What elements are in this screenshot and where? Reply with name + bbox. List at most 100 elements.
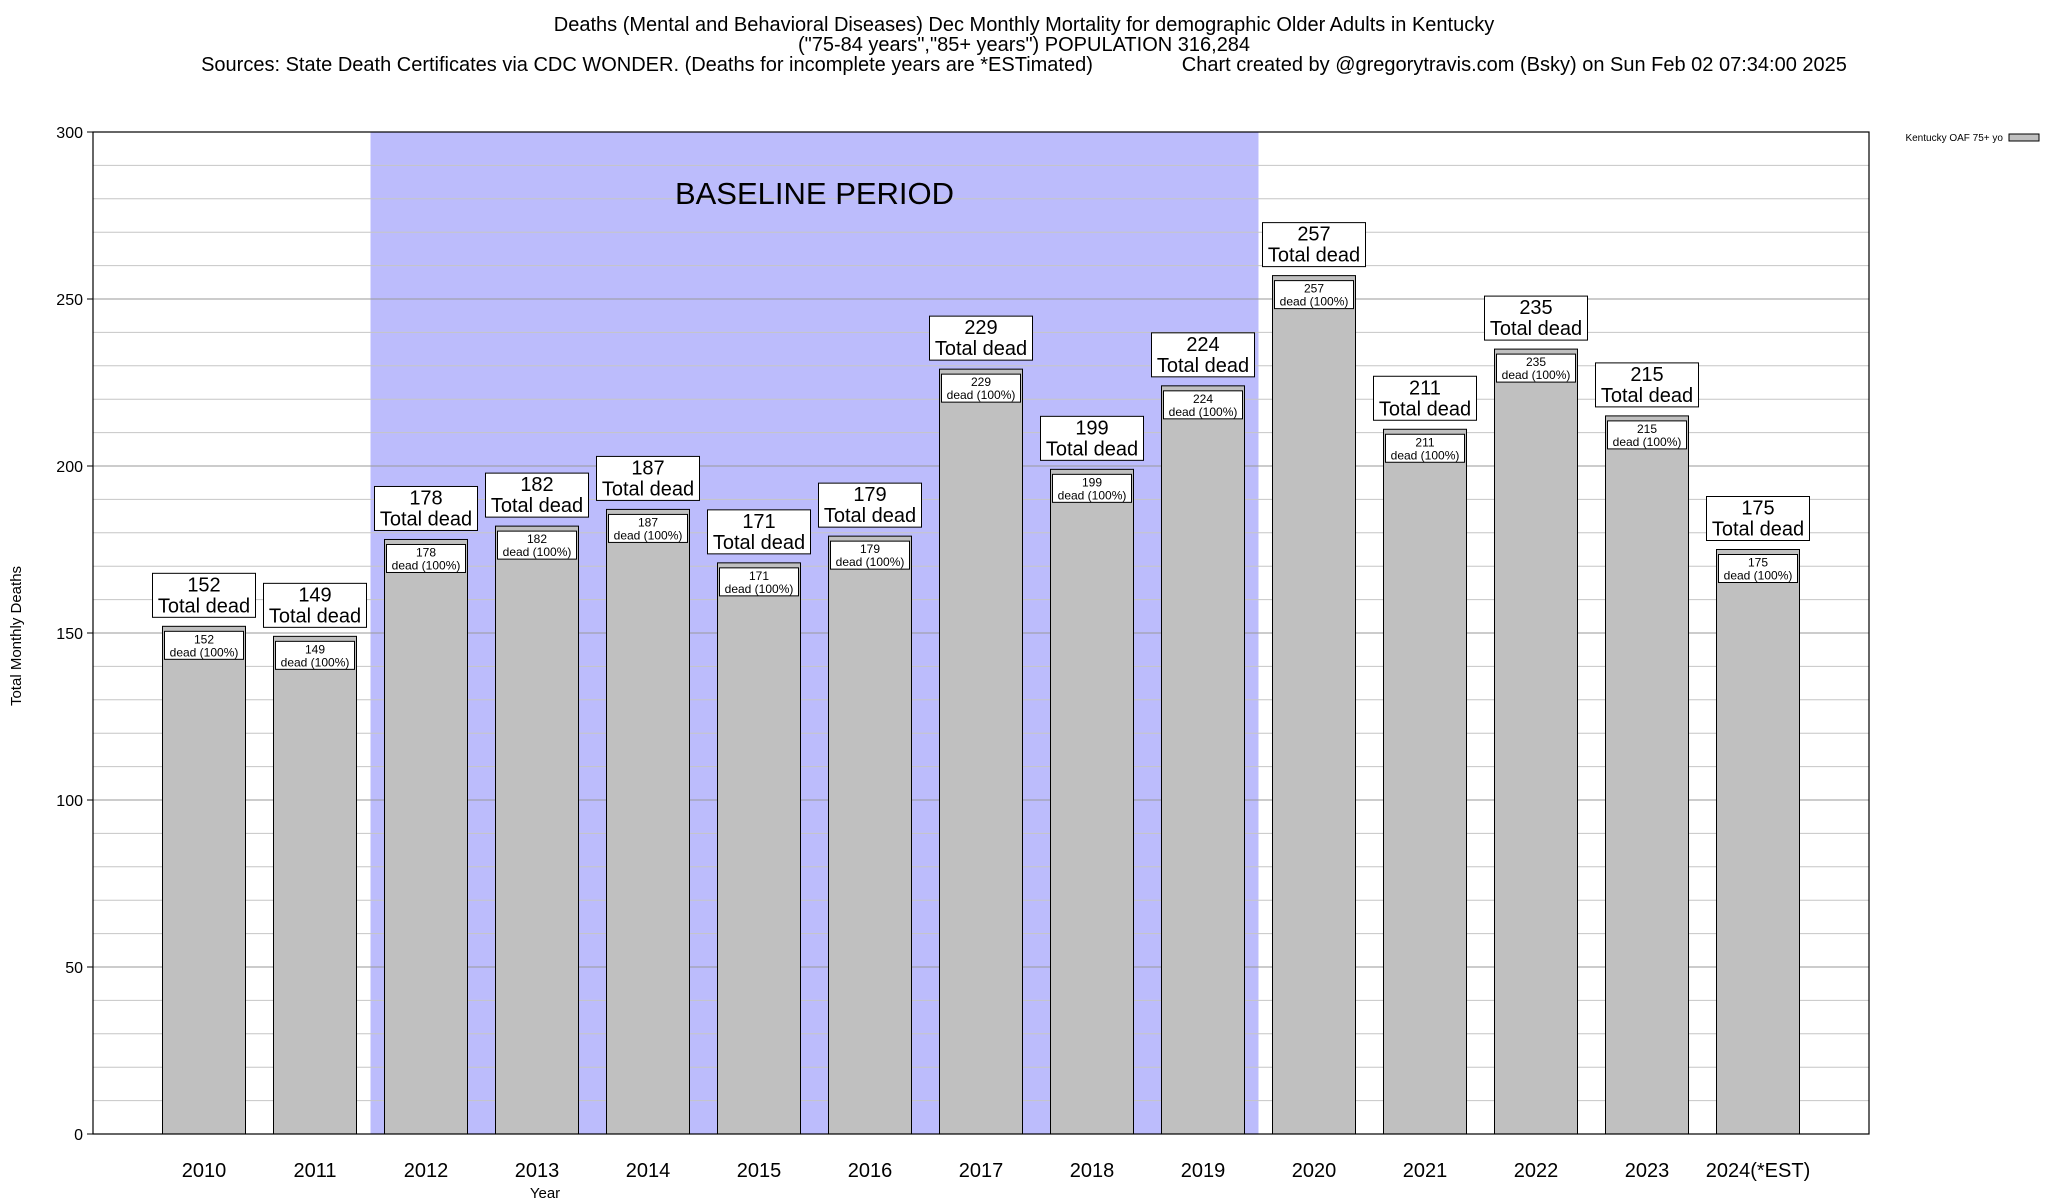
bar-inner-value-label: 187	[638, 515, 658, 529]
bar-inner-pct-label: dead (100%)	[503, 545, 572, 559]
x-tick-label: 2014	[626, 1160, 671, 1182]
bar-inner-value-label: 211	[1415, 435, 1434, 449]
bar-top-label-box	[1484, 295, 1588, 341]
bar-inner-value-label: 215	[1637, 422, 1657, 436]
y-axis-label: Total Monthly Deaths	[8, 566, 25, 706]
bar-top-total-label: Total dead	[1046, 438, 1138, 460]
x-tick-label: 2011	[293, 1160, 336, 1182]
x-tick-label: 2010	[182, 1160, 227, 1182]
bar-top-label-box	[596, 455, 700, 501]
bar-inner-pct-label: dead (100%)	[1391, 448, 1460, 462]
bar-inner-value-label: 182	[527, 532, 547, 546]
bar-top-value-label: 152	[187, 574, 220, 596]
x-tick-label: 2019	[1181, 1160, 1226, 1182]
x-tick-label: 2017	[959, 1160, 1004, 1182]
bar-top-value-label: 235	[1519, 297, 1552, 319]
x-tick-label: 2024(*EST)	[1706, 1160, 1811, 1182]
bar-top-total-label: Total dead	[1379, 398, 1471, 420]
legend-swatch	[2008, 133, 2040, 142]
bar-inner-label-box	[1274, 280, 1354, 310]
x-tick-label: 2021	[1403, 1160, 1448, 1182]
bar	[828, 535, 912, 1135]
bar-inner-pct-label: dead (100%)	[1724, 569, 1793, 583]
bar-top-total-label: Total dead	[491, 495, 583, 517]
bar-inner-value-label: 199	[1082, 475, 1102, 489]
bar-inner-value-label: 179	[860, 542, 880, 556]
bar	[717, 562, 801, 1135]
bar-inner-label-box	[719, 567, 799, 597]
bar-inner-label-box	[608, 513, 688, 543]
bar-inner-pct-label: dead (100%)	[1058, 488, 1127, 502]
bar-inner-pct-label: dead (100%)	[725, 582, 794, 596]
bar-inner-value-label: 229	[971, 375, 991, 389]
bar-inner-label-box	[386, 543, 466, 573]
x-tick-label: 2022	[1514, 1160, 1559, 1182]
bar-inner-pct-label: dead (100%)	[392, 558, 461, 572]
bar-inner-pct-label: dead (100%)	[1613, 435, 1682, 449]
bar-top-value-label: 178	[409, 487, 442, 509]
bar	[1272, 275, 1356, 1135]
bar-top-value-label: 224	[1186, 334, 1219, 356]
bar-top-value-label: 229	[964, 317, 997, 339]
bar-inner-value-label: 149	[305, 642, 325, 656]
bar-inner-pct-label: dead (100%)	[281, 655, 350, 669]
bar-inner-label-box	[1163, 390, 1243, 420]
y-tick-label: 50	[65, 960, 83, 977]
bar-top-value-label: 257	[1297, 224, 1330, 246]
y-tick-label: 150	[56, 626, 83, 643]
bar-top-label-box	[485, 472, 589, 518]
bar-inner-value-label: 257	[1304, 282, 1324, 296]
y-tick-label: 200	[56, 459, 83, 476]
bar-top-value-label: 179	[853, 484, 886, 506]
bar	[606, 508, 690, 1135]
x-tick-label: 2015	[737, 1160, 782, 1182]
bar-top-label-box	[1706, 496, 1810, 541]
bar	[273, 635, 357, 1135]
bar-top-total-label: Total dead	[1490, 318, 1582, 340]
bar-inner-label-box	[1496, 353, 1576, 383]
bar	[1494, 348, 1578, 1135]
bar	[1716, 549, 1800, 1135]
bar-top-label-box	[818, 482, 922, 528]
bar	[1050, 468, 1134, 1135]
bar-top-label-box	[1151, 332, 1255, 378]
bar-inner-label-box	[497, 530, 577, 560]
bar-inner-label-box	[275, 640, 355, 670]
bar-top-total-label: Total dead	[713, 532, 805, 554]
bar-inner-value-label: 224	[1193, 392, 1213, 406]
bar	[162, 625, 246, 1135]
bar-inner-label-box	[1607, 420, 1687, 450]
bar-top-total-label: Total dead	[602, 478, 694, 500]
x-tick-label: 2020	[1292, 1160, 1337, 1182]
bar-top-label-box	[263, 582, 367, 628]
bar-top-total-label: Total dead	[824, 505, 916, 527]
bar-inner-pct-label: dead (100%)	[170, 645, 239, 659]
bar-inner-value-label: 178	[416, 545, 436, 559]
bar-top-total-label: Total dead	[1601, 385, 1693, 407]
bar-inner-pct-label: dead (100%)	[1502, 368, 1571, 382]
bar	[1383, 428, 1467, 1135]
bar-top-total-label: Total dead	[380, 508, 472, 530]
bar-inner-pct-label: dead (100%)	[836, 555, 905, 569]
chart-title-line2: ("75-84 years","85+ years") POPULATION 3…	[797, 34, 1251, 56]
y-tick-label: 250	[56, 292, 83, 309]
bar-inner-label-box	[1718, 554, 1798, 583]
x-tick-label: 2012	[404, 1160, 449, 1182]
x-tick-label: 2016	[848, 1160, 893, 1182]
bar-top-label-box	[1262, 222, 1366, 268]
bar-inner-value-label: 175	[1748, 556, 1768, 570]
bar-inner-label-box	[164, 630, 244, 660]
chart-sources-text: Sources: State Death Certificates via CD…	[201, 54, 1093, 76]
chart-credit-text: Chart created by @gregorytravis.com (Bsk…	[1181, 54, 1847, 76]
x-tick-label: 2023	[1625, 1160, 1670, 1182]
bar-top-total-label: Total dead	[1268, 245, 1360, 267]
x-tick-label: 2013	[515, 1160, 560, 1182]
bar-top-label-box	[1373, 375, 1477, 421]
bar-top-label-box	[1040, 415, 1144, 461]
bar-inner-pct-label: dead (100%)	[1169, 405, 1238, 419]
baseline-period-label: BASELINE PERIOD	[675, 176, 954, 211]
bar-inner-label-box	[1385, 433, 1465, 463]
bar-inner-value-label: 171	[749, 569, 769, 583]
bar-top-value-label: 211	[1409, 377, 1441, 399]
